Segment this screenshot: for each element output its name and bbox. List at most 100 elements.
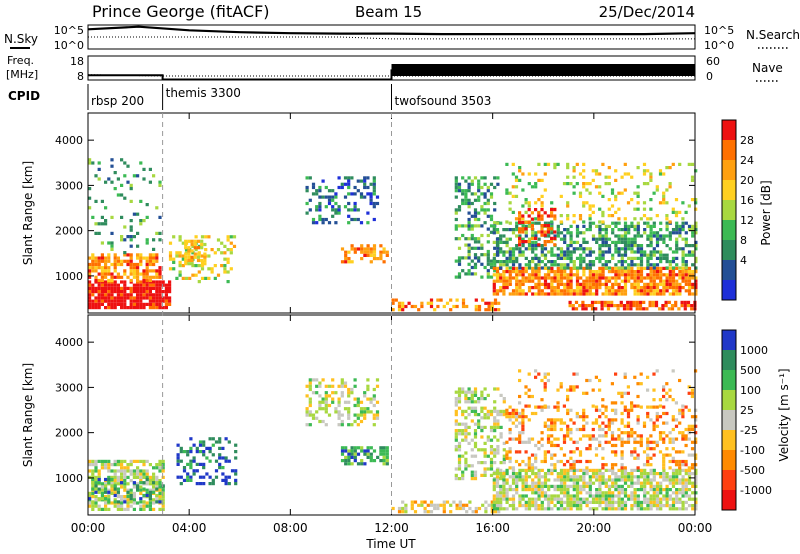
heatmap-cell — [527, 440, 531, 444]
heatmap-cell — [337, 205, 341, 209]
heatmap-cell — [633, 263, 637, 267]
heatmap-cell — [94, 262, 98, 267]
heatmap-cell — [531, 472, 535, 476]
heatmap-cell — [591, 500, 596, 504]
heatmap-cell — [591, 437, 595, 441]
heatmap-cell — [521, 427, 525, 432]
heatmap-cell — [186, 450, 190, 454]
heatmap-cell — [620, 286, 624, 290]
heatmap-cell — [142, 507, 146, 511]
heatmap-cell — [369, 400, 373, 404]
heatmap-cell — [671, 369, 675, 373]
heatmap-cell — [595, 286, 599, 290]
heatmap-cell — [684, 472, 688, 476]
heatmap-cell — [363, 462, 367, 466]
heatmap-cell — [649, 447, 653, 451]
heatmap-cell — [575, 224, 580, 228]
heatmap-cell — [477, 304, 482, 309]
heatmap-cell — [104, 495, 108, 499]
heatmap-cell — [646, 169, 650, 173]
heatmap-cell — [540, 250, 544, 254]
heatmap-cell — [598, 244, 602, 248]
heatmap-cell — [158, 286, 162, 290]
heatmap-cell — [559, 427, 563, 432]
heatmap-cell — [636, 494, 640, 498]
heatmap-cell — [483, 195, 487, 199]
heatmap-cell — [566, 497, 570, 501]
heatmap-cell — [473, 211, 478, 215]
heatmap-cell — [454, 237, 458, 241]
heatmap-cell — [308, 384, 312, 388]
heatmap-cell — [324, 397, 328, 401]
heatmap-cell — [543, 385, 547, 389]
heatmap-cell — [662, 279, 666, 283]
heatmap-cell — [344, 462, 348, 466]
heatmap-cell — [94, 501, 98, 505]
heatmap-cell — [594, 300, 598, 304]
heatmap-cell — [588, 292, 592, 296]
heatmap-cell — [347, 407, 351, 411]
heatmap-cell — [604, 234, 608, 238]
heatmap-cell — [623, 273, 628, 277]
heatmap-cell — [132, 275, 136, 279]
heatmap-cell — [543, 481, 548, 485]
heatmap-cell — [350, 423, 354, 427]
heatmap-cell — [623, 440, 627, 444]
heatmap-cell — [505, 270, 509, 274]
heatmap-cell — [527, 266, 532, 270]
heatmap-cell — [590, 307, 595, 311]
heatmap-cell — [620, 504, 624, 508]
heatmap-cell — [566, 253, 570, 257]
heatmap-cell — [129, 306, 133, 310]
heatmap-cell — [477, 182, 481, 186]
heatmap-cell — [126, 504, 130, 508]
heatmap-cell — [626, 440, 631, 444]
heatmap-cell — [499, 286, 503, 290]
heatmap-cell — [524, 240, 528, 244]
heatmap-cell — [563, 237, 567, 241]
heatmap-cell — [305, 189, 309, 193]
heatmap-cell — [100, 495, 104, 499]
colorbar-swatch — [722, 430, 736, 451]
heatmap-cell — [94, 495, 98, 499]
heatmap-cell — [579, 231, 583, 235]
heatmap-cell — [543, 273, 548, 277]
heatmap-cell — [372, 192, 376, 196]
heatmap-cell — [158, 275, 162, 279]
heatmap-cell — [601, 447, 605, 451]
heatmap-cell — [495, 240, 500, 244]
heatmap-cell — [610, 188, 615, 192]
heatmap-cell — [556, 405, 560, 409]
heatmap-cell — [360, 257, 364, 261]
heatmap-cell — [107, 296, 111, 300]
heatmap-cell — [598, 247, 602, 251]
heatmap-cell — [155, 269, 159, 273]
heatmap-cell — [467, 221, 471, 225]
heatmap-cell — [97, 459, 101, 463]
heatmap-cell — [483, 182, 487, 186]
heatmap-cell — [129, 262, 133, 267]
heatmap-cell — [360, 449, 364, 453]
heatmap-cell — [94, 174, 98, 178]
heatmap-cell — [617, 468, 621, 472]
heatmap-cell — [655, 250, 660, 254]
heatmap-cell — [559, 194, 563, 198]
heatmap-cell — [537, 260, 541, 264]
heatmap-cell — [531, 270, 535, 274]
heatmap-cell — [527, 466, 531, 470]
heatmap-cell — [379, 244, 383, 248]
heatmap-cell — [499, 432, 503, 436]
heatmap-cell — [340, 423, 344, 427]
heatmap-cell — [495, 228, 500, 232]
heatmap-cell — [620, 279, 624, 283]
heatmap-cell — [139, 199, 143, 203]
heatmap-cell — [594, 307, 598, 311]
heatmap-cell — [575, 234, 580, 238]
heatmap-cell — [684, 494, 688, 498]
heatmap-cell — [627, 224, 631, 228]
y-tick-label: 4000 — [55, 336, 83, 349]
heatmap-cell — [216, 238, 221, 242]
heatmap-cell — [678, 224, 682, 228]
heatmap-cell — [356, 446, 361, 450]
heatmap-cell — [473, 240, 478, 244]
